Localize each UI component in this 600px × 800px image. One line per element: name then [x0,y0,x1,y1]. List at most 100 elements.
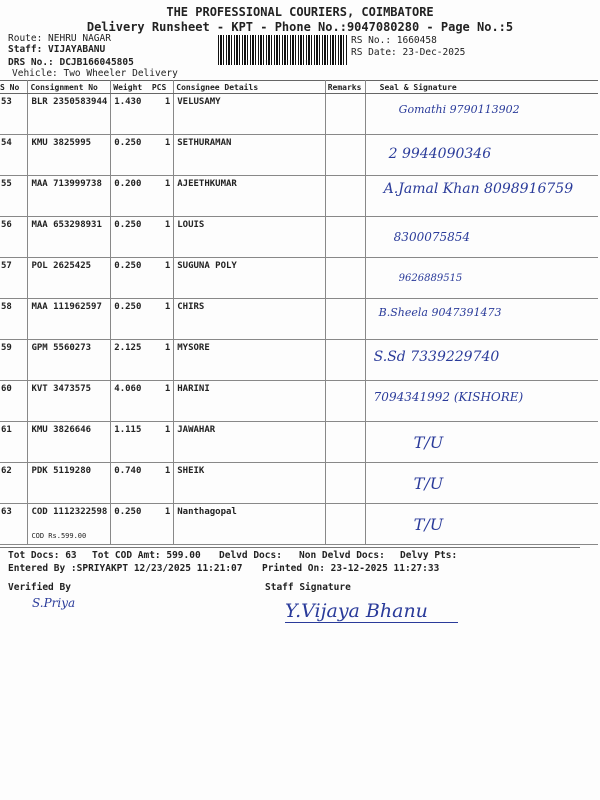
cell-consignment: MAA 653298931 [27,216,112,258]
rs-date: RS Date: 23-Dec-2025 [351,47,466,58]
table-row: 59 GPM 5560273 2.125 1 MYSORE S.Sd 7339229740 [0,339,598,381]
cell-remarks [325,175,366,217]
col-consignment: Consignment No [27,80,112,94]
cell-consignee: HARINI [173,380,326,422]
cell-consignee: LOUIS [173,216,326,258]
cell-consignee: SUGUNA POLY [173,257,326,299]
cell-remarks [325,298,366,340]
cell-remarks [325,339,366,381]
cell-consignee: VELUSAMY [173,93,326,135]
company-title: THE PROFESSIONAL COURIERS, COIMBATORE [166,5,434,19]
cell-consignee: Nanthagopal [173,503,326,545]
cell-consignee: SETHURAMAN [173,134,326,176]
cell-weight-pcs: 1.430 1 [110,93,175,135]
cell-remarks [325,503,366,545]
handwritten-signature: 7094341992 (KISHORE) [373,390,524,404]
cell-sno: 62 [0,462,29,504]
cell-remarks [325,216,366,258]
cell-consignment: KVT 3473575 [27,380,112,422]
table-row: 56 MAA 653298931 0.250 1 LOUIS 8300075854 [0,216,598,258]
drs-no: DRS No.: DCJB166045805 [8,57,134,68]
cell-consignment: PDK 5119280 [27,462,112,504]
verified-signature: S.Priya [32,596,76,610]
handwritten-signature: B.Sheela 9047391473 [378,306,502,319]
cell-weight-pcs: 1.115 1 [110,421,175,463]
cod-amount: COD Rs.599.00 [31,532,87,540]
cell-sno: 60 [0,380,29,422]
cell-weight-pcs: 4.060 1 [110,380,175,422]
col-sno: S No [0,80,29,94]
runsheet-subtitle: Delivery Runsheet - KPT - Phone No.:9047… [86,20,514,34]
cell-weight-pcs: 0.250 1 [110,216,175,258]
rs-no: RS No.: 1660458 [351,35,437,46]
table-row: 53 BLR 2350583944 1.430 1 VELUSAMY Gomathi 97… [0,93,598,135]
cell-seal-signature: B.Sheela 9047391473 [365,298,598,340]
handwritten-signature: Gomathi 9790113902 [398,103,520,116]
cell-consignment: GPM 5560273 [27,339,112,381]
staff-signature: Y.Vijaya Bhanu [285,600,458,623]
cell-consignment: COD 1112322598 COD Rs.599.00 [27,503,112,545]
entered-by: Entered By :SPRIYAKPT 12/23/2025 11:21:0… [8,563,243,574]
col-remarks: Remarks [325,80,366,94]
barcode [218,35,348,65]
cell-weight-pcs: 0.740 1 [110,462,175,504]
cell-sno: 61 [0,421,29,463]
cell-consignee: MYSORE [173,339,326,381]
table-row: 61 KMU 3826646 1.115 1 JAWAHAR T/U [0,421,598,463]
cell-consignment: KMU 3826646 [27,421,112,463]
delvd-docs: Delvd Docs: [219,550,282,561]
cell-seal-signature: S.Sd 7339229740 [365,339,598,381]
cell-weight-pcs: 0.250 1 [110,257,175,299]
divider [0,547,580,548]
cell-seal-signature: Gomathi 9790113902 [365,93,598,135]
col-weight-pcs: Weight PCS [110,80,175,94]
cell-seal-signature: T/U [365,421,598,463]
table-row: 57 POL 2625425 0.250 1 SUGUNA POLY 9626889515 [0,257,598,299]
cell-consignment: MAA 713999738 [27,175,112,217]
table-row: 54 KMU 3825995 0.250 1 SETHURAMAN 2 994409034… [0,134,598,176]
cell-seal-signature: 8300075854 [365,216,598,258]
cell-weight-pcs: 0.250 1 [110,503,175,545]
cell-sno: 63 [0,503,29,545]
cell-remarks [325,93,366,135]
table-row: 58 MAA 111962597 0.250 1 CHIRS B.Sheela 90473… [0,298,598,340]
cell-consignment: POL 2625425 [27,257,112,299]
vehicle: Vehicle: Two Wheeler Delivery [12,68,178,79]
non-delvd-docs: Non Delvd Docs: [299,550,385,561]
cell-seal-signature: 7094341992 (KISHORE) [365,380,598,422]
route: Route: NEHRU NAGAR [8,33,111,44]
cell-weight-pcs: 0.250 1 [110,134,175,176]
table-row: 60 KVT 3473575 4.060 1 HARINI 7094341992 (KIS… [0,380,598,422]
cell-seal-signature: 9626889515 [365,257,598,299]
cell-consignee: SHEIK [173,462,326,504]
cell-remarks [325,380,366,422]
handwritten-signature: T/U [413,474,444,493]
cell-consignment: KMU 3825995 [27,134,112,176]
cell-weight-pcs: 0.250 1 [110,298,175,340]
printed-on: Printed On: 23-12-2025 11:27:33 [262,563,440,574]
handwritten-signature: T/U [413,433,444,452]
tot-docs: Tot Docs: 63 [8,550,77,561]
cell-sno: 53 [0,93,29,135]
cell-consignee: JAWAHAR [173,421,326,463]
cell-seal-signature: T/U [365,503,598,545]
col-consignee: Consignee Details [173,80,326,94]
table-row: 62 PDK 5119280 0.740 1 SHEIK T/U [0,462,598,504]
handwritten-signature: 2 9944090346 [388,146,492,162]
handwritten-signature: T/U [413,515,444,534]
cell-sno: 56 [0,216,29,258]
cell-remarks [325,257,366,299]
table-row: 55 MAA 713999738 0.200 1 AJEETHKUMAR A.Jamal … [0,175,598,217]
runsheet-table: S No Consignment No Weight PCS Consignee… [0,80,598,545]
staff-signature-label: Staff Signature [265,582,351,593]
handwritten-signature: 8300075854 [393,230,471,244]
cell-consignee: CHIRS [173,298,326,340]
cell-sno: 54 [0,134,29,176]
cell-sno: 57 [0,257,29,299]
cell-remarks [325,134,366,176]
tot-cod: Tot COD Amt: 599.00 [92,550,201,561]
cell-consignee: AJEETHKUMAR [173,175,326,217]
handwritten-signature: A.Jamal Khan 8098916759 [383,181,574,197]
col-seal: Seal & Signature [365,80,598,94]
